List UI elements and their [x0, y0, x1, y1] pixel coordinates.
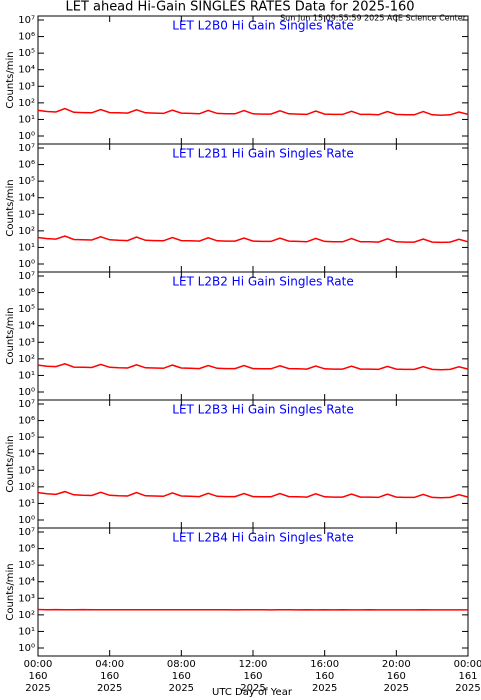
panel-frame: [37, 271, 469, 401]
y-tick-label: 10⁵: [18, 560, 35, 571]
y-tick-label: 10⁴: [18, 449, 35, 460]
y-tick-label: 10⁴: [18, 65, 35, 76]
y-axis-label: Counts/min: [5, 563, 16, 620]
y-tick-label: 10⁷: [18, 143, 35, 154]
x-tick-label: 2025: [240, 683, 265, 694]
y-tick-label: 10⁰: [18, 643, 35, 654]
y-tick-label: 10³: [18, 337, 35, 348]
data-line: [37, 235, 469, 244]
y-tick-label: 10⁴: [18, 577, 35, 588]
x-tick-label: 00:00: [454, 659, 481, 670]
chart-title: LET ahead Hi-Gain SINGLES RATES Data for…: [65, 0, 414, 15]
y-tick-label: 10²: [18, 610, 35, 621]
panel-title: LET L2B2 Hi Gain Singles Rate: [172, 275, 353, 289]
y-tick-label: 10³: [18, 465, 35, 476]
y-tick-label: 10⁷: [18, 527, 35, 538]
panel-title: LET L2B0 Hi Gain Singles Rate: [172, 19, 353, 33]
x-tick-label: 160: [387, 671, 406, 682]
y-tick-label: 10⁷: [18, 399, 35, 410]
y-tick-label: 10²: [18, 354, 35, 365]
y-tick-label: 10⁶: [18, 288, 35, 299]
y-tick-label: 10⁷: [18, 271, 35, 282]
x-tick-label: 2025: [97, 683, 122, 694]
y-axis-label: Counts/min: [5, 179, 16, 236]
x-tick-label: 160: [100, 671, 119, 682]
x-tick-label: 04:00: [95, 659, 124, 670]
x-tick-label: 00:00: [24, 659, 53, 670]
x-tick-label: 2025: [169, 683, 194, 694]
panel-frame: [37, 15, 469, 145]
y-axis-label: Counts/min: [5, 307, 16, 364]
y-tick-label: 10⁰: [18, 131, 35, 142]
x-tick-label: 12:00: [239, 659, 268, 670]
x-tick-label: 08:00: [167, 659, 196, 670]
y-tick-label: 10²: [18, 98, 35, 109]
panel-title: LET L2B1 Hi Gain Singles Rate: [172, 147, 353, 161]
x-tick-label: 20:00: [382, 659, 411, 670]
y-tick-label: 10¹: [18, 626, 35, 637]
x-tick-label: 2025: [25, 683, 50, 694]
y-tick-label: 10⁶: [18, 416, 35, 427]
x-tick-label: 16:00: [310, 659, 339, 670]
panel-frame: [37, 143, 469, 273]
y-tick-label: 10⁶: [18, 160, 35, 171]
y-tick-label: 10⁵: [18, 304, 35, 315]
x-tick-label: 160: [172, 671, 191, 682]
y-tick-label: 10²: [18, 226, 35, 237]
y-tick-label: 10⁴: [18, 321, 35, 332]
y-tick-label: 10³: [18, 209, 35, 220]
data-line: [37, 107, 469, 116]
x-tick-label: 160: [28, 671, 47, 682]
x-tick-label: 2025: [455, 683, 480, 694]
y-tick-label: 10²: [18, 482, 35, 493]
y-tick-label: 10⁵: [18, 432, 35, 443]
panel-title: LET L2B3 Hi Gain Singles Rate: [172, 403, 353, 417]
panel-title: LET L2B4 Hi Gain Singles Rate: [172, 531, 353, 545]
y-tick-label: 10⁵: [18, 176, 35, 187]
x-tick-label: 161: [458, 671, 477, 682]
x-tick-label: 2025: [312, 683, 337, 694]
panel-frame: [37, 399, 469, 529]
x-tick-label: 160: [243, 671, 262, 682]
y-tick-label: 10⁰: [18, 387, 35, 398]
y-axis-label: Counts/min: [5, 51, 16, 108]
y-tick-label: 10¹: [18, 498, 35, 509]
y-tick-label: 10⁰: [18, 515, 35, 526]
x-tick-label: 2025: [384, 683, 409, 694]
data-line: [37, 490, 469, 499]
y-axis-label: Counts/min: [5, 435, 16, 492]
y-tick-label: 10⁴: [18, 193, 35, 204]
timestamp: Sun Jun 15 09:55:59 2025 ACE Science Cen…: [280, 14, 467, 23]
y-tick-label: 10¹: [18, 242, 35, 253]
y-tick-label: 10⁷: [18, 15, 35, 26]
y-tick-label: 10⁶: [18, 544, 35, 555]
y-tick-label: 10¹: [18, 370, 35, 381]
y-tick-label: 10¹: [18, 114, 35, 125]
panel-frame: [37, 527, 469, 657]
data-line: [37, 363, 469, 371]
y-tick-label: 10³: [18, 81, 35, 92]
x-tick-label: 160: [315, 671, 334, 682]
y-tick-label: 10⁶: [18, 32, 35, 43]
y-tick-label: 10⁵: [18, 48, 35, 59]
x-axis-label: UTC Day of Year: [212, 687, 293, 698]
y-tick-label: 10³: [18, 593, 35, 604]
y-tick-label: 10⁰: [18, 259, 35, 270]
